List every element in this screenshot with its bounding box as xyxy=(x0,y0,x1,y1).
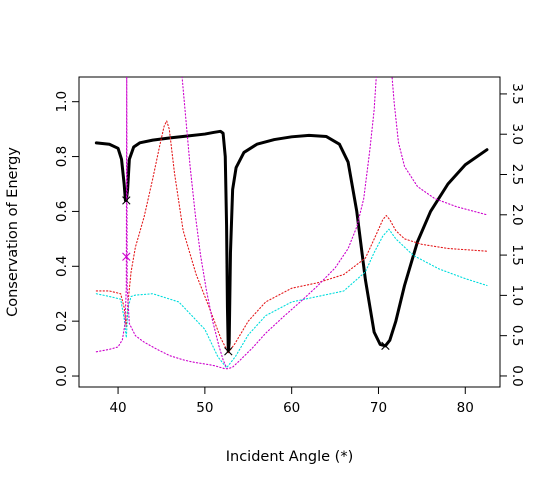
x-tick-label: 50 xyxy=(196,400,213,416)
right-tick-label: 2.0 xyxy=(509,204,525,225)
x-axis-title: Incident Angle (*) xyxy=(226,449,354,465)
right-axis-ticks: 0.0 0.5 1.0 1.5 2.0 2.5 3.0 3.5 xyxy=(500,83,525,387)
point-marker-1 xyxy=(122,196,131,205)
series-line-2 xyxy=(95,120,488,354)
series-layer xyxy=(94,77,489,370)
series-line-3 xyxy=(95,228,488,369)
point-marker-2 xyxy=(224,347,233,356)
plot-frame xyxy=(78,76,501,388)
point-marker-4 xyxy=(122,252,131,261)
series-line-6 xyxy=(181,77,228,369)
y-tick-label: 0.0 xyxy=(54,365,70,386)
right-tick-label: 2.5 xyxy=(509,164,525,185)
right-tick-label: 0.0 xyxy=(509,365,525,386)
x-tick-label: 60 xyxy=(283,400,300,416)
y-tick-label: 0.2 xyxy=(54,310,70,331)
point-marker-3 xyxy=(381,341,390,351)
right-tick-label: 0.5 xyxy=(509,325,525,346)
marker-layer xyxy=(122,196,390,356)
right-tick-label: 3.0 xyxy=(509,123,525,144)
y-axis-title: Conservation of Energy xyxy=(5,147,21,317)
y-tick-label: 1.0 xyxy=(54,91,70,112)
series-line-4 xyxy=(95,77,488,370)
right-tick-label: 3.5 xyxy=(509,83,525,104)
right-tick-label: 1.5 xyxy=(509,244,525,265)
x-tick-label: 80 xyxy=(457,400,474,416)
series-line-1 xyxy=(94,129,489,353)
x-tick-label: 70 xyxy=(370,400,387,416)
y-tick-label: 0.4 xyxy=(54,256,70,277)
y-tick-label: 0.6 xyxy=(54,201,70,222)
x-axis-ticks: 40 50 60 70 80 xyxy=(109,387,474,416)
y-axis-ticks: 0.0 0.2 0.4 0.6 0.8 1.0 xyxy=(54,91,79,387)
y-tick-label: 0.8 xyxy=(54,146,70,167)
x-tick-label: 40 xyxy=(109,400,126,416)
right-tick-label: 1.0 xyxy=(509,285,525,306)
